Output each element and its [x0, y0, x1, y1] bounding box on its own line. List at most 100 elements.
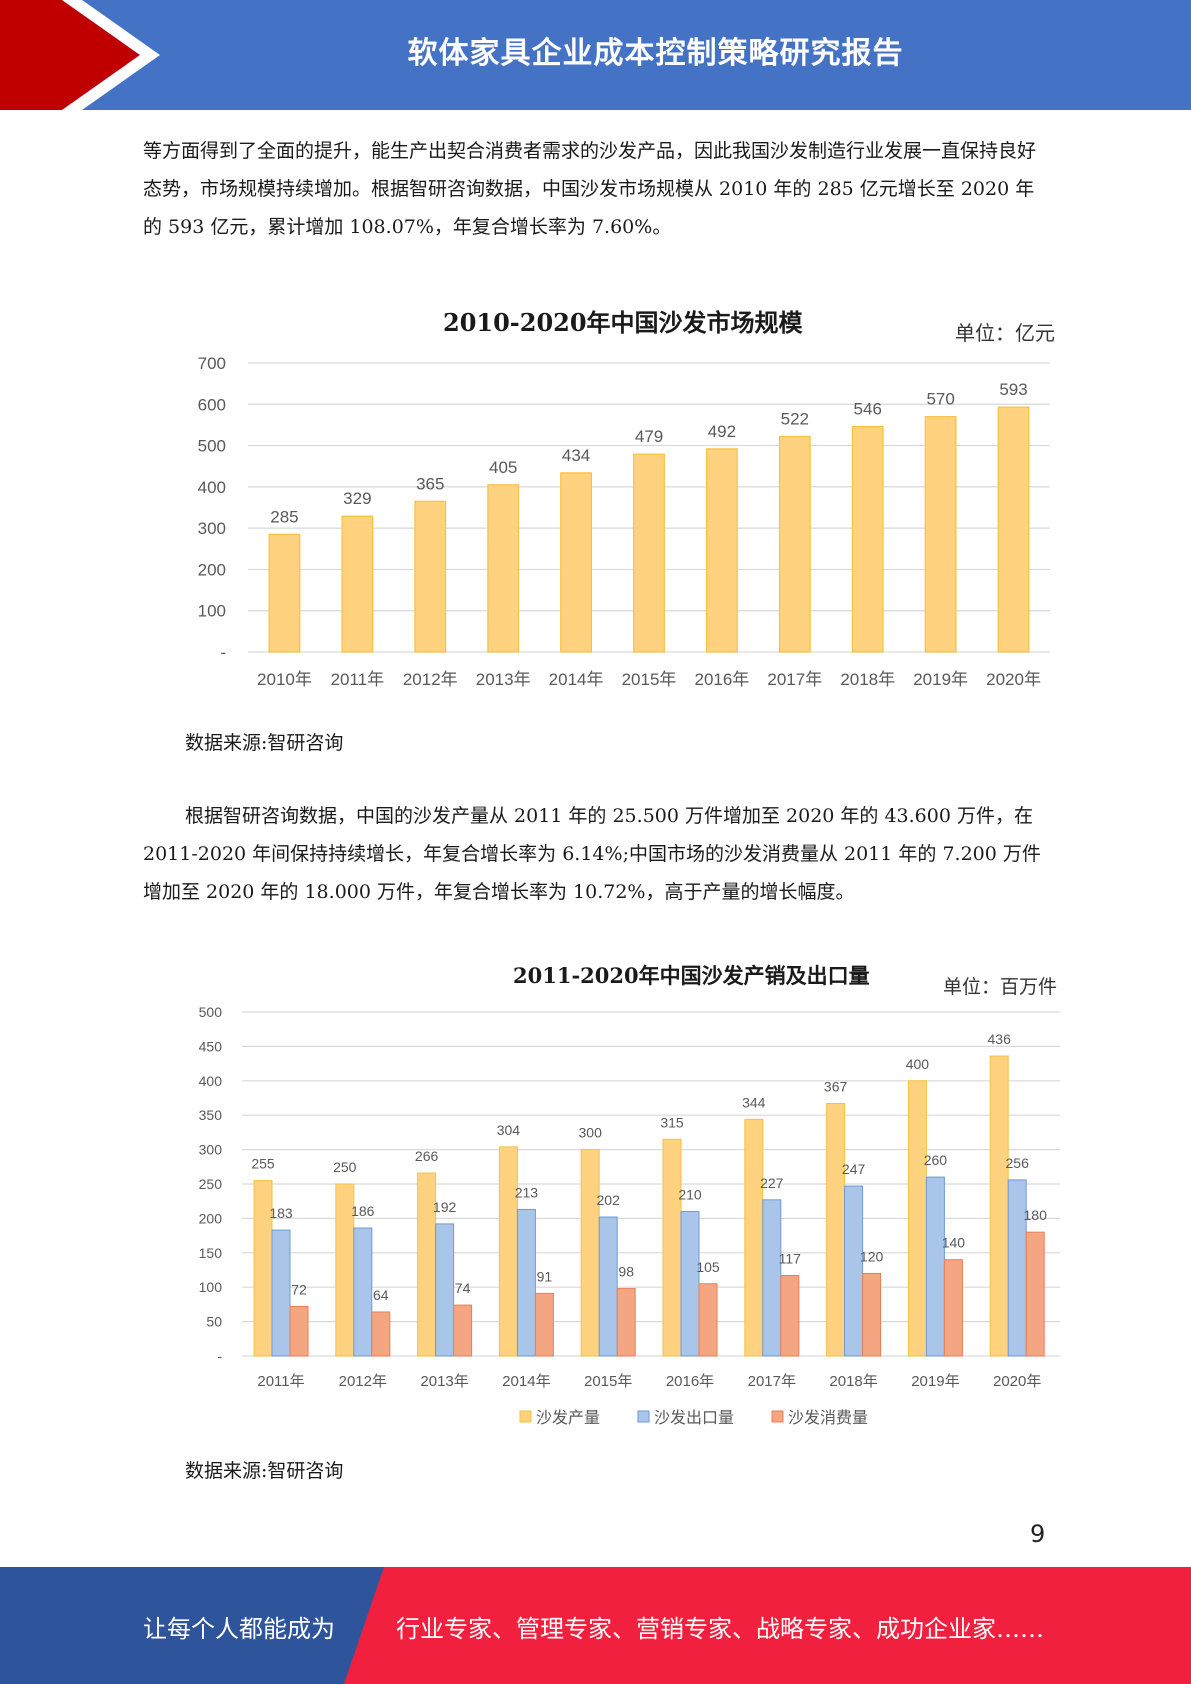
legend-label: 沙发产量: [536, 1409, 600, 1427]
data-label: 434: [562, 446, 590, 465]
chart2-unit-label: 单位：百万件: [943, 976, 1058, 998]
data-label: 213: [515, 1184, 539, 1200]
data-label: 546: [854, 400, 882, 419]
data-label: 329: [343, 489, 371, 508]
header-chevron-decoration: [0, 0, 160, 110]
data-label: 98: [618, 1264, 634, 1280]
data-label: 260: [924, 1152, 948, 1168]
data-label: 367: [824, 1079, 848, 1095]
bar: [851, 425, 884, 653]
bar: [414, 500, 447, 653]
bar: [698, 1283, 718, 1357]
bar: [268, 533, 301, 653]
y-tick-label: 400: [198, 478, 226, 497]
bar: [662, 1138, 682, 1357]
data-label: 365: [416, 474, 444, 493]
data-label: 255: [251, 1156, 275, 1172]
data-label: 183: [269, 1205, 293, 1221]
y-tick-label: 500: [199, 1004, 223, 1020]
x-tick-label: 2013年: [420, 1373, 468, 1390]
y-tick-label: 100: [199, 1279, 223, 1295]
chart1-unit-label: 单位：亿元: [955, 321, 1055, 345]
x-tick-label: 2013年: [476, 670, 531, 689]
x-tick-label: 2010年: [257, 670, 312, 689]
chart1-title: 2010-2020年中国沙发市场规模: [443, 308, 803, 337]
bar: [341, 515, 374, 653]
bar: [826, 1103, 846, 1357]
data-label: 91: [537, 1268, 553, 1284]
data-label: 285: [270, 507, 298, 526]
legend-swatch: [519, 1410, 532, 1423]
bar: [907, 1080, 927, 1357]
chart2-title: 2011-2020年中国沙发产销及出口量: [513, 963, 870, 988]
chart2-source: 数据来源:智研咨询: [185, 1460, 344, 1482]
legend-swatch: [771, 1410, 784, 1423]
chart1-source: 数据来源:智研咨询: [185, 732, 344, 754]
data-label: 344: [742, 1094, 766, 1110]
y-tick-label: 300: [199, 1142, 223, 1158]
data-label: 186: [351, 1203, 375, 1219]
bar: [862, 1272, 882, 1357]
bar: [633, 453, 665, 653]
data-label: 202: [597, 1192, 621, 1208]
data-label: 405: [489, 458, 517, 477]
bar: [989, 1055, 1009, 1357]
bar: [844, 1185, 864, 1357]
x-tick-label: 2011年: [331, 670, 385, 689]
bar: [680, 1211, 700, 1357]
data-label: 436: [988, 1031, 1012, 1047]
y-tick-label: 500: [198, 437, 226, 456]
x-tick-label: 2019年: [913, 670, 968, 689]
data-label: 74: [455, 1280, 471, 1296]
footer-background: [0, 1567, 1191, 1684]
bar: [616, 1288, 636, 1357]
x-tick-label: 2020年: [993, 1373, 1041, 1390]
data-label: 210: [678, 1187, 702, 1203]
data-label: 120: [860, 1248, 884, 1264]
page-number: 9: [1030, 1520, 1046, 1548]
bar: [335, 1183, 355, 1357]
bar: [498, 1146, 518, 1357]
bar: [371, 1311, 391, 1357]
bar: [1025, 1231, 1045, 1357]
x-tick-label: 2018年: [829, 1373, 877, 1390]
y-tick-label: 350: [199, 1107, 223, 1123]
data-label: 522: [781, 409, 809, 428]
bar: [778, 435, 811, 653]
bar: [762, 1199, 782, 1357]
y-tick-label: 300: [198, 519, 226, 538]
y-tick-label: 600: [198, 395, 226, 414]
bar: [435, 1223, 455, 1357]
bar: [487, 484, 520, 653]
x-tick-label: 2016年: [666, 1373, 714, 1390]
bar: [516, 1208, 536, 1357]
data-label: 64: [373, 1287, 389, 1303]
data-label: 140: [942, 1235, 966, 1251]
page-header: 软体家具企业成本控制策略研究报告: [0, 0, 1191, 110]
data-label: 227: [760, 1175, 784, 1191]
legend-label: 沙发出口量: [654, 1409, 734, 1427]
bar: [417, 1172, 437, 1357]
bar: [580, 1149, 600, 1357]
y-tick-label: 700: [198, 354, 226, 373]
footer-slogan-left: 让每个人都能成为: [143, 1615, 335, 1643]
bar: [598, 1216, 618, 1357]
x-tick-label: 2020年: [986, 670, 1041, 689]
y-tick-label: 250: [199, 1176, 223, 1192]
page-footer: 让每个人都能成为 行业专家、管理专家、营销专家、战略专家、成功企业家……: [0, 1567, 1191, 1684]
data-label: 72: [291, 1281, 307, 1297]
y-tick-label: 50: [206, 1314, 222, 1330]
x-tick-label: 2011年: [257, 1373, 304, 1390]
y-tick-label: 450: [199, 1038, 223, 1054]
data-label: 266: [415, 1148, 439, 1164]
data-label: 192: [433, 1199, 457, 1215]
x-tick-label: 2014年: [502, 1373, 550, 1390]
data-label: 300: [579, 1125, 603, 1141]
body-paragraph-1: 等方面得到了全面的提升，能生产出契合消费者需求的沙发产品，因此我国沙发制造行业发…: [143, 140, 1037, 238]
x-tick-label: 2018年: [840, 670, 895, 689]
bar: [925, 1176, 945, 1357]
bar: [560, 472, 593, 653]
bar: [780, 1275, 800, 1357]
x-tick-label: 2015年: [622, 670, 677, 689]
data-label: 315: [660, 1114, 684, 1130]
